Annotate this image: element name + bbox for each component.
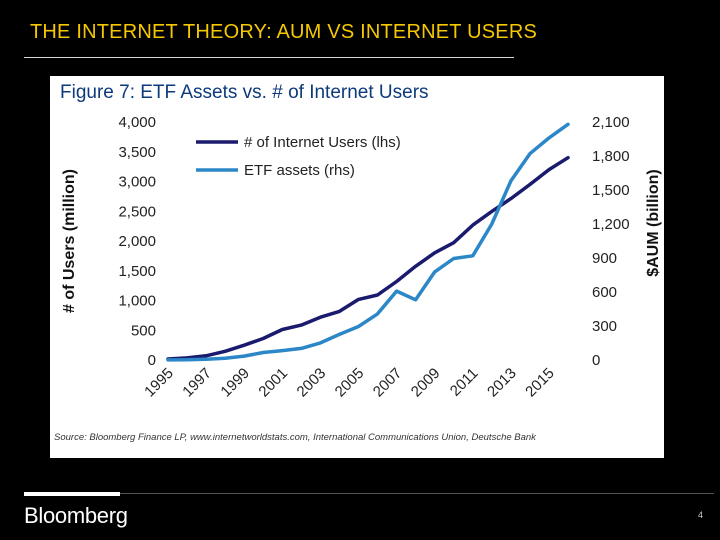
footer-divider <box>24 493 714 494</box>
x-tick-label: 2015 <box>522 365 558 401</box>
y-left-tick-label: 4,000 <box>118 114 156 131</box>
y-left-tick-label: 2,500 <box>118 203 156 220</box>
y-right-tick-label: 1,800 <box>592 148 630 165</box>
y-left-tick-label: 3,500 <box>118 144 156 161</box>
y-left-tick-label: 3,000 <box>118 174 156 191</box>
chart-figure: 0 500 1,000 1,500 2,000 2,500 3,000 3,500 4,000 0… <box>50 76 664 458</box>
slide-title: THE INTERNET THEORY: AUM VS INTERNET USE… <box>30 21 538 43</box>
legend-label: # of Internet Users (lhs) <box>244 134 401 151</box>
y-left-tick-label: 2,000 <box>118 233 156 250</box>
source-note: Source: Bloomberg Finance LP, www.intern… <box>54 432 536 443</box>
y-left-tick-label: 0 <box>148 352 156 369</box>
brand-logo: Bloomberg <box>24 503 128 528</box>
y-left-tick-label: 500 <box>131 322 156 339</box>
x-tick-label: 1995 <box>141 365 177 401</box>
y-right-tick-label: 300 <box>592 318 617 335</box>
chart-svg: 0 500 1,000 1,500 2,000 2,500 3,000 3,500 4,000 0… <box>61 114 662 401</box>
x-tick-label: 1997 <box>179 365 215 401</box>
x-tick-label: 2001 <box>255 365 291 401</box>
y-right-tick-label: 2,100 <box>592 114 630 131</box>
legend-label: ETF assets (rhs) <box>244 162 355 179</box>
footer-accent-bar <box>24 492 120 496</box>
y-right-axis-label: $AUM (billion) <box>645 169 662 277</box>
page-number: 4 <box>698 510 704 520</box>
figure-title: Figure 7: ETF Assets vs. # of Internet U… <box>60 82 429 103</box>
x-tick-label: 1999 <box>217 365 253 401</box>
x-tick-label: 2005 <box>332 365 368 401</box>
y-right-tick-label: 600 <box>592 284 617 301</box>
x-tick-label: 2013 <box>484 365 520 401</box>
x-tick-label: 2009 <box>408 365 444 401</box>
title-divider <box>24 57 514 58</box>
y-right-tick-label: 0 <box>592 352 600 369</box>
series-line-etf-assets <box>166 122 570 362</box>
y-left-tick-label: 1,000 <box>118 293 156 310</box>
y-right-tick-label: 1,200 <box>592 216 630 233</box>
y-right-tick-label: 900 <box>592 250 617 267</box>
y-right-tick-label: 1,500 <box>592 182 630 199</box>
y-left-tick-label: 1,500 <box>118 263 156 280</box>
x-tick-label: 2011 <box>447 365 482 400</box>
x-tick-label: 2007 <box>370 365 406 401</box>
x-tick-label: 2003 <box>294 365 330 401</box>
y-left-axis-label: # of Users (million) <box>61 169 78 313</box>
